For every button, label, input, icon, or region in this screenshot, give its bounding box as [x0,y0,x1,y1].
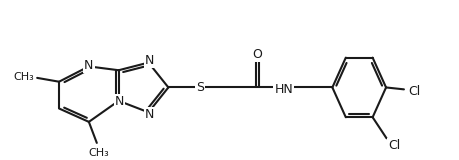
Text: N: N [115,95,124,108]
Text: O: O [252,48,262,61]
Text: Cl: Cl [388,140,401,152]
Text: CH₃: CH₃ [89,148,109,158]
Text: Cl: Cl [408,85,420,98]
Text: S: S [196,81,204,94]
Text: N: N [84,59,94,72]
Text: N: N [145,108,154,121]
Text: N: N [145,54,154,67]
Text: HN: HN [274,83,293,96]
Text: CH₃: CH₃ [14,72,34,82]
